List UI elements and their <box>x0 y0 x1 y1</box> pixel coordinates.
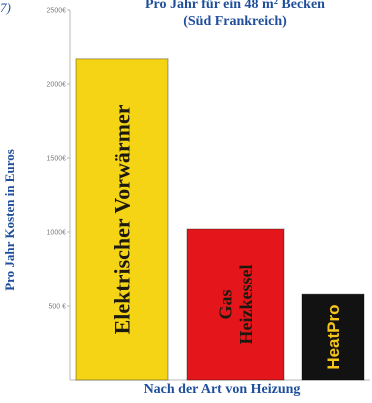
bar-label: Elektrischer Vorwärmer <box>110 104 135 334</box>
bar-outline <box>301 293 365 381</box>
bar-label-line: HeatPro <box>324 304 343 369</box>
y-tick-label: 1500€ <box>47 156 67 163</box>
chart-title: Pro Jahr für ein 48 m² Becken (Süd Frank… <box>100 0 370 30</box>
bar-label-line: Heizkessel <box>236 265 256 345</box>
chart-title-line-2: (Süd Frankreich) <box>183 14 287 29</box>
chart-title-line-1: Pro Jahr für ein 48 m² Becken <box>145 0 325 12</box>
bar-label: HeatPro <box>324 304 343 369</box>
bar <box>76 58 168 381</box>
bar-label-line: Gas <box>215 290 235 320</box>
y-tick-label: 2500€ <box>47 8 67 15</box>
y-tick-label: 2000€ <box>47 82 67 89</box>
bar-outline <box>186 228 285 381</box>
y-axis-label: Pro Jahr Kosten in Euros <box>2 149 17 291</box>
bar-label-line: Elektrischer Vorwärmer <box>110 104 135 334</box>
bar <box>302 294 364 380</box>
bar <box>187 229 284 380</box>
bar-label: GasHeizkessel <box>215 265 256 345</box>
y-tick-label: 500 € <box>48 304 66 311</box>
corner-mark: 7) <box>0 0 11 15</box>
x-axis-label: Nach der Art von Heizung <box>143 382 301 397</box>
bar-outline <box>75 58 169 381</box>
y-tick-label: 1000€ <box>47 230 67 237</box>
